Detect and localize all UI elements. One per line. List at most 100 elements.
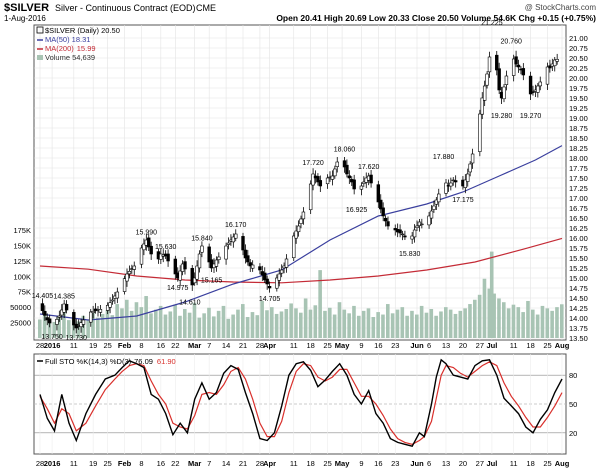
- stochastic-tick-label: 20: [569, 429, 577, 438]
- candle-body: [531, 91, 535, 93]
- volume-tick-label: 25000: [10, 319, 31, 328]
- volume-bar: [400, 307, 405, 338]
- candle-body: [381, 207, 385, 217]
- stochastic-x-tick-label: 18: [306, 459, 314, 468]
- volume-bar: [91, 312, 95, 338]
- volume-bar: [434, 315, 438, 338]
- price-tick-label: 16.50: [569, 214, 588, 223]
- volume-bar: [207, 307, 211, 338]
- price-annotations: 14.405 14.385 13.750 13.730 15.990 15.630 14.9…: [32, 20, 542, 342]
- price-x-tick-label: 14: [222, 341, 230, 350]
- price-annotation: 21.225: [481, 20, 503, 27]
- candle-body: [347, 175, 352, 179]
- volume-bar: [294, 308, 298, 338]
- volume-bar: [221, 305, 226, 338]
- stochastic-x-tick-label: 18: [526, 459, 534, 468]
- volume-bar: [424, 312, 429, 338]
- stochastic-x-tick-label: Aug: [555, 459, 570, 468]
- volume-bar: [129, 310, 134, 338]
- price-annotation: 18.060: [334, 147, 356, 154]
- volume-bar: [270, 307, 274, 338]
- volume-bar: [439, 311, 443, 338]
- candle-body: [197, 253, 202, 269]
- candle-body: [267, 285, 272, 289]
- stochastic-tick-label: 50: [569, 400, 577, 409]
- price-annotation: 14.405: [32, 293, 54, 300]
- price-tick-label: 19.75: [569, 84, 588, 93]
- candle-body: [166, 253, 170, 262]
- price-x-tick-label: 23: [391, 341, 399, 350]
- volume-bar: [448, 309, 453, 338]
- candle-body: [217, 256, 221, 260]
- chart-description: Silver - Continuous Contract (EOD): [55, 3, 196, 13]
- legend-volume: Volume 54,639: [45, 53, 95, 62]
- candle-body: [173, 258, 178, 275]
- candle-body: [277, 273, 281, 281]
- ma50-line: [39, 145, 563, 321]
- legend-ma50: MA(50) 18.31: [45, 35, 90, 44]
- candle-body: [485, 73, 489, 86]
- candle-body: [480, 97, 484, 115]
- price-x-tick-label: 25: [323, 341, 331, 350]
- candle-body: [335, 161, 339, 167]
- candle-body: [449, 182, 453, 187]
- volume-bar: [550, 310, 554, 338]
- price-annotation: 13.750: [41, 334, 63, 341]
- stochastic-x-tick-label: Jul: [486, 459, 497, 468]
- price-x-tick-label: Feb: [118, 341, 132, 350]
- volume-bar: [86, 319, 90, 338]
- price-annotation: 17.620: [358, 164, 380, 171]
- candle-body: [521, 68, 526, 76]
- volume-bar: [386, 304, 390, 338]
- chart-exchange: CME: [196, 3, 216, 13]
- stochastic-x-tick-label: 16: [157, 459, 165, 468]
- volume-bar: [366, 308, 371, 338]
- candle-body: [487, 56, 492, 73]
- stochastic-x-tick-label: 6: [427, 459, 431, 468]
- candle-body: [127, 271, 132, 275]
- volume-bar: [197, 317, 202, 338]
- volume-bar: [57, 317, 61, 338]
- candle-body: [195, 265, 199, 280]
- candle-body: [214, 259, 219, 267]
- stochastic-k-line: [39, 358, 563, 448]
- price-tick-label: 20.75: [569, 44, 588, 53]
- price-annotation: 14.705: [259, 296, 281, 303]
- volume-bar: [134, 302, 139, 338]
- candle-body: [258, 266, 262, 271]
- candle-body: [226, 242, 231, 245]
- volume-bar: [289, 303, 293, 338]
- stochastic-x-tick-label: 7: [207, 459, 211, 468]
- volume-bar: [497, 298, 501, 338]
- volume-bar: [531, 309, 535, 338]
- candle-body: [159, 253, 163, 260]
- price-x-tick-label: Aug: [555, 341, 570, 350]
- volume-bar: [96, 317, 100, 338]
- volume-bar: [168, 311, 173, 338]
- legend-ma200: MA(200) 15.99: [45, 44, 96, 53]
- volume-bar: [482, 278, 487, 338]
- price-x-tick-label: 19: [89, 341, 97, 350]
- volume-bar: [477, 294, 482, 338]
- stochastic-x-tick-label: 13: [442, 459, 450, 468]
- chart-ohlc: Open 20.41 High 20.69 Low 20.33 Close 20…: [276, 13, 596, 23]
- stochastic-title-text: Full STO %K(14,3) %D(3): [45, 357, 132, 366]
- volume-bar: [192, 302, 197, 338]
- stochastic-x-tick-label: Mar: [188, 459, 201, 468]
- candle-body: [98, 309, 103, 313]
- candle-body: [110, 299, 115, 302]
- price-tick-label: 15.00: [569, 274, 588, 283]
- price-x-tick-label: 13: [442, 341, 450, 350]
- volume-bar: [458, 310, 463, 338]
- candle-body: [246, 255, 250, 263]
- volume-bar: [328, 307, 332, 338]
- candle-body: [466, 173, 470, 182]
- candle-body: [362, 181, 366, 184]
- candle-body: [224, 245, 228, 260]
- candle-body: [265, 278, 269, 285]
- candle-body: [548, 65, 552, 69]
- stochastic-x-axis: 28 2016 11 19 25 Feb 8 16 22 Mar 7 14 21 28 Apr 11 18 25 M…: [36, 459, 570, 468]
- stochastic-tick-label: 80: [569, 371, 577, 380]
- candle-body: [437, 193, 441, 203]
